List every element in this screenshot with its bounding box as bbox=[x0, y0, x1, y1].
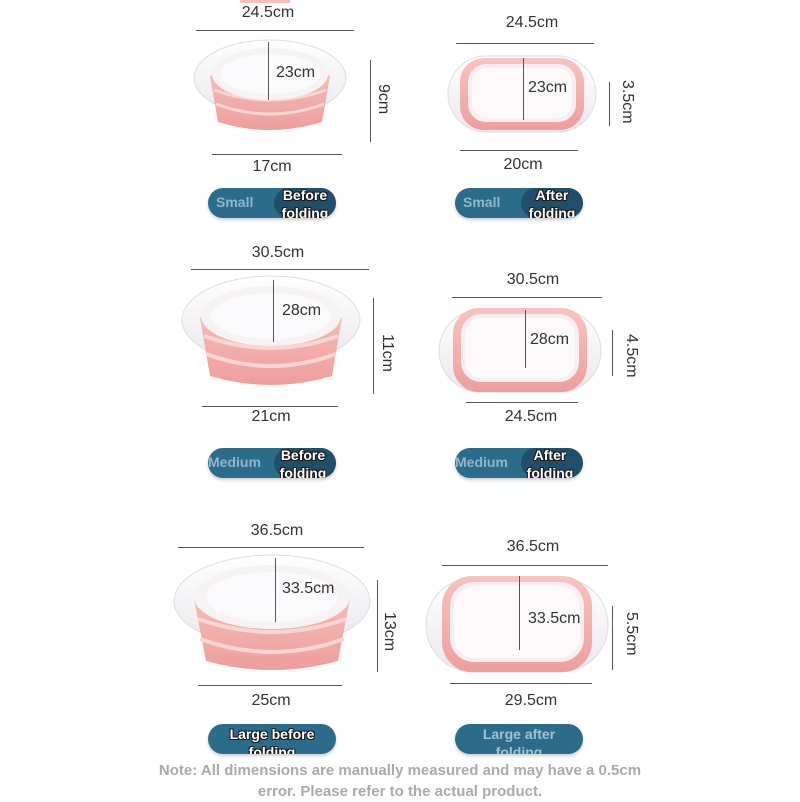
depth-label: 23cm bbox=[276, 64, 316, 81]
width-top-label: 36.5cm bbox=[506, 538, 560, 555]
height-label: 3.5cm bbox=[619, 80, 636, 124]
depth-line bbox=[275, 558, 276, 622]
dimension-line bbox=[196, 30, 354, 31]
basin-before-icon bbox=[181, 275, 361, 385]
badge-size: Small bbox=[216, 194, 254, 210]
badge-medium-before: Medium Before folding bbox=[208, 448, 336, 478]
depth-line bbox=[273, 280, 274, 342]
dimension-line bbox=[212, 154, 342, 155]
depth-line bbox=[525, 310, 526, 368]
height-label: 13cm bbox=[381, 612, 398, 652]
badge-size: Medium bbox=[455, 454, 508, 470]
dimension-line bbox=[442, 565, 608, 566]
basin-after-icon bbox=[447, 55, 597, 133]
dimension-line bbox=[198, 685, 342, 686]
depth-label: 28cm bbox=[282, 302, 322, 319]
badge-size: Medium bbox=[208, 454, 261, 470]
height-label: 4.5cm bbox=[623, 334, 640, 378]
dimension-line bbox=[452, 297, 602, 298]
depth-label: 33.5cm bbox=[282, 580, 335, 597]
dimension-line bbox=[456, 43, 594, 44]
badge-small-after: Small After folding bbox=[455, 188, 583, 218]
width-bottom-label: 17cm bbox=[252, 158, 292, 175]
height-line bbox=[612, 606, 613, 670]
note-line-1: Note: All dimensions are manually measur… bbox=[158, 762, 642, 779]
top-edge-decoration bbox=[240, 0, 290, 3]
dimension-line bbox=[202, 406, 338, 407]
dimension-line bbox=[191, 269, 369, 270]
depth-line bbox=[523, 58, 524, 120]
depth-line bbox=[519, 576, 520, 650]
height-line bbox=[370, 60, 371, 142]
basin-after-icon bbox=[425, 576, 609, 673]
width-top-label: 24.5cm bbox=[241, 4, 295, 21]
height-label: 11cm bbox=[379, 334, 396, 372]
depth-label: 33.5cm bbox=[528, 610, 581, 627]
height-line bbox=[377, 580, 378, 672]
badge-state: Before folding bbox=[279, 448, 327, 478]
width-top-label: 30.5cm bbox=[506, 271, 560, 288]
badge-state: After folding bbox=[526, 448, 574, 478]
width-top-label: 24.5cm bbox=[505, 14, 559, 31]
badge-medium-after: Medium After folding bbox=[455, 448, 583, 478]
badge-state: After folding bbox=[528, 188, 576, 218]
width-bottom-label: 25cm bbox=[251, 692, 291, 709]
width-top-label: 30.5cm bbox=[251, 244, 305, 261]
badge-small-before: Small Before folding bbox=[208, 188, 336, 218]
badge-text: Large before folding bbox=[229, 726, 315, 755]
note-line-2: error. Please refer to the actual produc… bbox=[257, 783, 543, 800]
depth-label: 28cm bbox=[530, 331, 570, 348]
width-bottom-label: 24.5cm bbox=[504, 408, 558, 425]
height-label: 5.5cm bbox=[623, 612, 640, 656]
basin-after-icon bbox=[438, 308, 602, 393]
dimension-line bbox=[450, 683, 592, 684]
dimension-line bbox=[178, 547, 364, 548]
height-line bbox=[373, 298, 374, 394]
basin-before-icon bbox=[193, 39, 347, 130]
width-bottom-label: 20cm bbox=[503, 156, 543, 173]
width-bottom-label: 21cm bbox=[251, 408, 291, 425]
dimension-line bbox=[466, 402, 578, 403]
height-line bbox=[612, 330, 613, 376]
dimension-line bbox=[460, 150, 578, 151]
width-top-label: 36.5cm bbox=[250, 522, 304, 539]
basin-before-icon bbox=[173, 554, 371, 670]
badge-text: Large after folding bbox=[482, 726, 556, 755]
depth-label: 23cm bbox=[528, 79, 568, 96]
badge-state: Before folding bbox=[281, 188, 329, 218]
depth-line bbox=[268, 42, 269, 100]
badge-size: Small bbox=[463, 194, 501, 210]
badge-large-after: Large after folding bbox=[455, 724, 583, 754]
width-bottom-label: 29.5cm bbox=[504, 692, 558, 709]
height-line bbox=[609, 82, 610, 126]
height-label: 9cm bbox=[375, 84, 392, 115]
disclaimer-note: Note: All dimensions are manually measur… bbox=[0, 760, 800, 802]
badge-large-before: Large before folding bbox=[208, 724, 336, 754]
